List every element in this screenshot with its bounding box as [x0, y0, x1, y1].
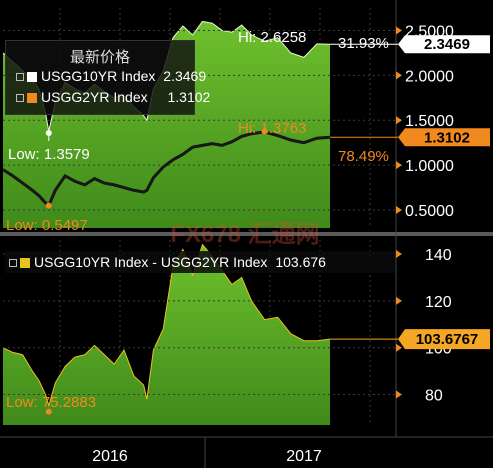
y-tick-mark	[396, 296, 402, 305]
last-value-tag-10yr-label: 2.3469	[424, 36, 470, 53]
series-line-10yr	[2, 20, 331, 132]
y-tick-label: 80	[425, 388, 443, 405]
series-area-spread	[3, 244, 330, 425]
legend-row-2yr: USGG2YR Index 1.3102	[16, 89, 210, 105]
annotation-point-low-2yr	[45, 202, 52, 209]
series-line-spread	[2, 243, 331, 408]
y-tick-mark	[396, 390, 402, 399]
y-tick-mark	[396, 250, 402, 259]
annotation-hi-10yr: Hi: 2.6258	[238, 29, 306, 46]
legend-swatch	[27, 93, 37, 104]
y-tick-label: 140	[425, 247, 452, 264]
y-tick-label: 0.5000	[405, 203, 454, 220]
legend-value: 103.676	[275, 254, 326, 270]
last-value-tag-spread-label: 103.6767	[416, 331, 479, 348]
legend-value: 2.3469	[163, 68, 207, 84]
last-value-tag-10yr	[398, 35, 490, 54]
y-tick-label: 1.0000	[405, 158, 454, 175]
annotation-low-10yr: Low: 1.3579	[8, 146, 90, 163]
last-value-tag-2yr	[398, 128, 490, 147]
watermark-text: FX678 汇通网	[170, 221, 319, 248]
x-axis-band	[0, 437, 493, 468]
annotation-low-2yr: Low: 0.5497	[6, 217, 88, 234]
annotation-pct-10yr: 31.93%	[338, 35, 389, 52]
legend-swatch	[20, 258, 30, 269]
y-tick-mark	[396, 161, 402, 170]
y-tick-mark	[396, 71, 402, 80]
legend-swatch	[27, 72, 37, 83]
legend-label: USGG10YR Index - USGG2YR Index	[34, 254, 268, 270]
last-value-tag-2yr-label: 1.3102	[424, 129, 470, 146]
annotation-point-hi-2yr	[261, 128, 268, 135]
y-tick-label: 1.5000	[405, 113, 454, 130]
x-tick-label: 2016	[92, 448, 128, 465]
legend-label: USGG10YR Index	[41, 68, 156, 84]
series-area-10yr	[3, 21, 330, 228]
annotation-hi-2yr: Hi: 1.3763	[238, 120, 306, 137]
legend-label: USGG2YR Index	[41, 89, 148, 105]
annotation-low-spread: Low: 75.2883	[6, 394, 96, 411]
y-tick-mark	[396, 206, 402, 215]
y-tick-mark	[396, 116, 402, 125]
legend-bottom: USGG10YR Index - USGG2YR Index 103.676	[5, 251, 395, 273]
annotation-point-low-10yr	[45, 130, 52, 137]
annotation-pct-2yr: 78.49%	[338, 148, 389, 165]
legend-value: 1.3102	[167, 89, 211, 105]
last-value-tag-spread	[398, 329, 490, 350]
y-tick-mark	[396, 26, 402, 35]
legend-top: 最新价格 USGG10YR Index 2.3469 USGG2YR Index…	[5, 40, 210, 115]
y-tick-mark	[396, 343, 402, 352]
annotation-point-low-spread	[45, 408, 52, 415]
legend-title: 最新价格	[69, 49, 130, 66]
y-tick-label: 2.0000	[405, 68, 454, 85]
panel-divider	[0, 232, 493, 236]
legend-row-10yr: USGG10YR Index 2.3469	[16, 68, 206, 84]
y-tick-label: 120	[425, 294, 452, 311]
x-tick-label: 2017	[286, 448, 322, 465]
